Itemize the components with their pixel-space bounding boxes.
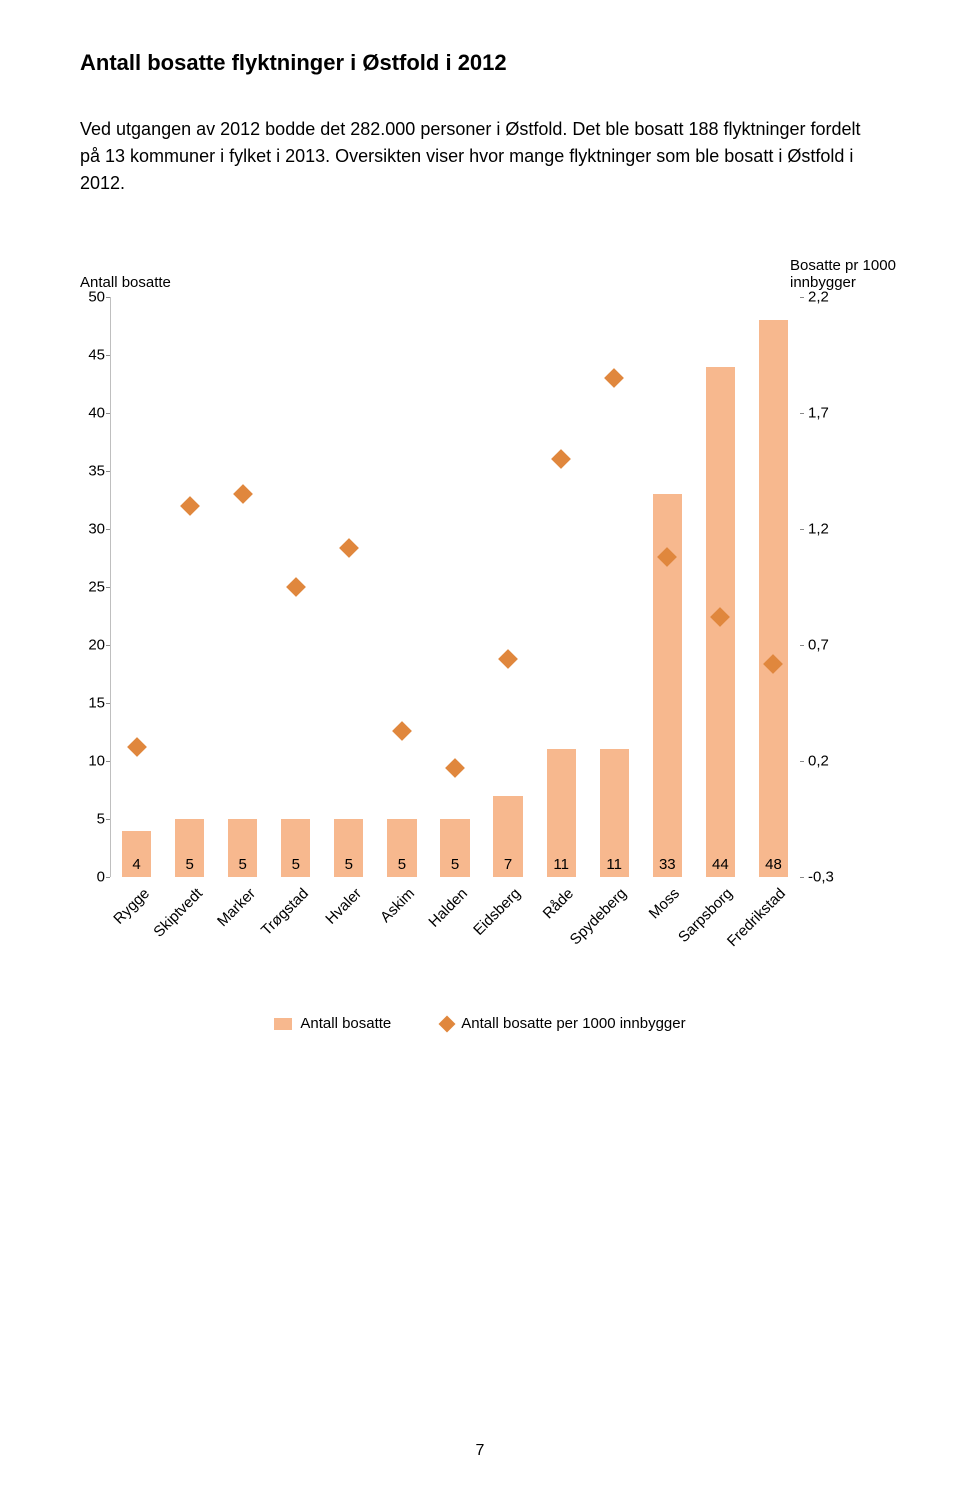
bar-value-label: 5: [281, 856, 310, 873]
chart-container: Antall bosatte Bosatte pr 1000 innbygger…: [80, 237, 880, 1032]
bar-value-label: 4: [122, 856, 151, 873]
y2-axis: -0,30,20,71,21,72,2: [800, 297, 845, 877]
y1-tick-label: 0: [77, 869, 105, 886]
x-tick-label: Råde: [540, 885, 577, 922]
plot-row: 05101520253035404550 455555571111334448 …: [80, 297, 880, 877]
bar: 7: [493, 796, 522, 877]
plot-area: 4 5 5 5 5 5 5 7 11 11 33 44 48: [110, 297, 800, 877]
scatter-marker: [180, 496, 200, 516]
legend: Antall bosatte Antall bosatte per 1000 i…: [80, 1015, 880, 1032]
y1-tickmark: [106, 471, 110, 472]
page-title: Antall bosatte flyktninger i Østfold i 2…: [80, 50, 880, 76]
bar-value-label: 5: [175, 856, 204, 873]
bar-value-label: 44: [706, 856, 735, 873]
y2-tick-label: 2,2: [808, 289, 829, 306]
y2-tick-label: -0,3: [808, 869, 834, 886]
scatter-marker: [498, 649, 518, 669]
bar-value-label: 5: [387, 856, 416, 873]
scatter-marker: [127, 737, 147, 757]
legend-swatch-bar: [274, 1018, 292, 1030]
x-tick-label: Askim: [377, 885, 418, 926]
y1-tick-label: 45: [77, 347, 105, 364]
y1-tickmark: [106, 297, 110, 298]
x-tick-label: Trøgstad: [258, 885, 312, 939]
scatter-marker: [551, 449, 571, 469]
page-number: 7: [0, 1442, 960, 1460]
axis-titles-row: Antall bosatte Bosatte pr 1000 innbygger: [80, 237, 880, 297]
legend-label-marker: Antall bosatte per 1000 innbygger: [461, 1015, 685, 1032]
x-tick-label: Moss: [646, 885, 683, 922]
y1-tick-label: 15: [77, 695, 105, 712]
x-tick-label: Halden: [425, 885, 471, 931]
legend-item-marker: Antall bosatte per 1000 innbygger: [441, 1015, 685, 1032]
y1-tickmark: [106, 355, 110, 356]
bar-value-label: 33: [653, 856, 682, 873]
bar-value-label: 5: [334, 856, 363, 873]
y1-tickmark: [106, 413, 110, 414]
y2-tick-label: 0,7: [808, 637, 829, 654]
y2-tick-label: 1,7: [808, 405, 829, 422]
y1-axis-line: [110, 297, 111, 877]
bar: 5: [281, 819, 310, 877]
legend-label-bar: Antall bosatte: [300, 1015, 391, 1032]
y1-tick-label: 30: [77, 521, 105, 538]
bar: 11: [547, 749, 576, 877]
document-page: Antall bosatte flyktninger i Østfold i 2…: [0, 0, 960, 1032]
bar-value-label: 11: [600, 856, 629, 873]
x-tick-label: Rygge: [110, 885, 153, 928]
y2-tick-label: 1,2: [808, 521, 829, 538]
bar-value-label: 7: [493, 856, 522, 873]
y1-tick-label: 10: [77, 753, 105, 770]
bar: 48: [759, 320, 788, 877]
y2-axis-title: Bosatte pr 1000 innbygger: [790, 257, 920, 291]
bar-value-label: 5: [440, 856, 469, 873]
y1-tickmark: [106, 761, 110, 762]
scatter-marker: [445, 758, 465, 778]
x-tick-label: Hvaler: [322, 885, 365, 928]
y2-tickmark: [800, 877, 804, 878]
x-axis: RyggeSkiptvedtMarkerTrøgstadHvaler AskimH…: [110, 877, 800, 997]
y1-tick-label: 25: [77, 579, 105, 596]
bar-value-label: 48: [759, 856, 788, 873]
legend-swatch-marker: [439, 1015, 456, 1032]
y1-tickmark: [106, 819, 110, 820]
body-paragraph: Ved utgangen av 2012 bodde det 282.000 p…: [80, 116, 880, 197]
scatter-marker: [339, 538, 359, 558]
x-tick-label: Skiptvedt: [150, 885, 206, 941]
bar: 4: [122, 831, 151, 877]
bar: 11: [600, 749, 629, 877]
x-tick-label: Spydeberg: [567, 885, 630, 948]
bar: 5: [175, 819, 204, 877]
y2-tick-label: 0,2: [808, 753, 829, 770]
scatter-marker: [233, 484, 253, 504]
bar: 5: [334, 819, 363, 877]
y1-tickmark: [106, 587, 110, 588]
bar: 5: [387, 819, 416, 877]
scatter-marker: [392, 721, 412, 741]
y1-tickmark: [106, 529, 110, 530]
y1-tickmark: [106, 703, 110, 704]
y1-tick-label: 35: [77, 463, 105, 480]
x-tick-label: Eidsberg: [470, 885, 524, 939]
bar-value-label: 5: [228, 856, 257, 873]
scatter-marker: [286, 577, 306, 597]
y1-tickmark: [106, 645, 110, 646]
y1-tick-label: 50: [77, 289, 105, 306]
y1-tick-label: 5: [77, 811, 105, 828]
y1-tick-label: 40: [77, 405, 105, 422]
x-tick-label: Marker: [214, 885, 259, 930]
legend-item-bar: Antall bosatte: [274, 1015, 391, 1032]
bar: 5: [440, 819, 469, 877]
scatter-marker: [604, 368, 624, 388]
y1-tick-label: 20: [77, 637, 105, 654]
bar-value-label: 11: [547, 856, 576, 873]
bar: 5: [228, 819, 257, 877]
